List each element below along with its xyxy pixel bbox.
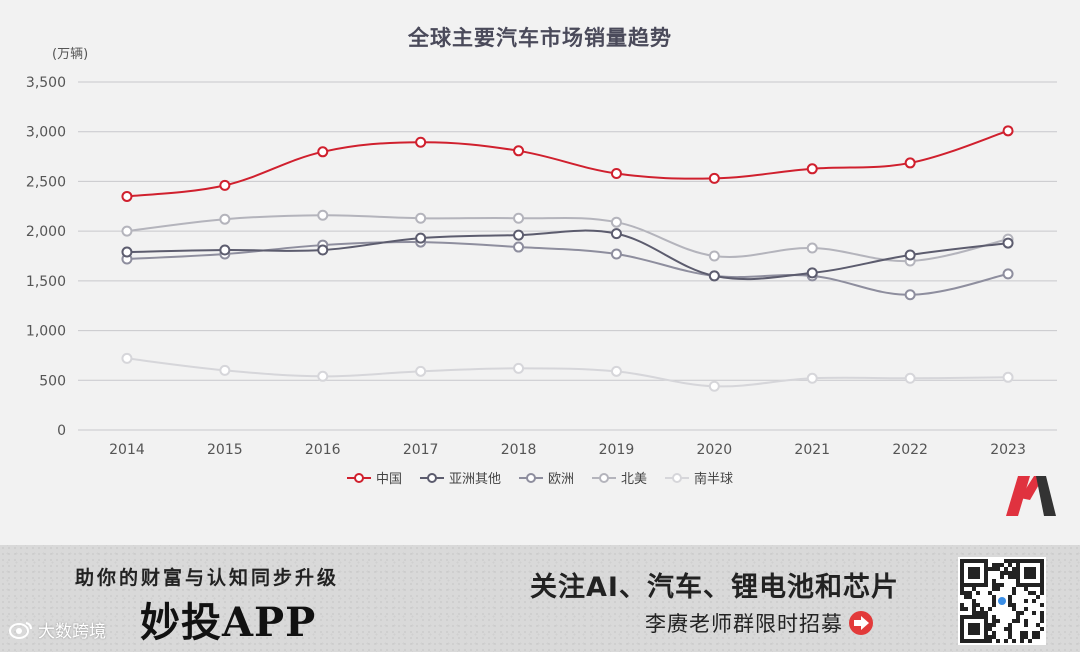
data-point-4 <box>121 352 133 364</box>
legend-label: 北美 <box>621 472 648 487</box>
legend-swatch-icon <box>665 472 690 483</box>
data-point-2 <box>1002 268 1014 280</box>
legend-label: 中国 <box>375 472 402 487</box>
y-tick-label: 3,000 <box>26 125 66 141</box>
data-point-3 <box>121 225 133 237</box>
data-point-3 <box>513 212 525 224</box>
arrow-right-circle-icon[interactable] <box>849 611 873 635</box>
promo-banner: 助你的财富与认知同步升级 妙投APP 大数跨境 关注AI、汽车、锂电池和芯片 李… <box>0 545 1080 652</box>
data-point-0 <box>513 145 525 157</box>
recruit-text: 李赓老师群限时招募 <box>645 612 843 636</box>
legend-item-3[interactable]: 北美 <box>592 468 647 487</box>
legend-item-2[interactable]: 欧洲 <box>518 468 574 487</box>
y-tick-label: 1,500 <box>26 274 66 290</box>
data-point-4 <box>904 372 916 384</box>
chart-area: 全球主要汽车市场销量趋势 (万辆) 0 500 1,000 1,500 2,000 2,5… <box>0 26 1080 516</box>
legend-label: 欧洲 <box>547 472 574 487</box>
data-point-0 <box>708 172 720 184</box>
data-point-3 <box>610 216 622 228</box>
data-point-4 <box>317 370 329 382</box>
app-name: 妙投APP <box>140 599 317 646</box>
data-point-3 <box>219 213 231 225</box>
data-point-0 <box>904 157 916 169</box>
x-tick-label: 2018 <box>501 442 537 458</box>
data-point-4 <box>1002 371 1014 383</box>
x-tick-label: 2020 <box>697 442 733 458</box>
x-tick-label: 2021 <box>794 442 830 458</box>
data-point-0 <box>121 190 133 202</box>
line-chart: 0 500 1,000 1,500 2,000 2,500 3,000 3,500 2014 20… <box>26 75 1057 458</box>
legend-swatch-icon <box>346 472 371 483</box>
data-point-1 <box>1002 237 1014 249</box>
data-point-4 <box>219 364 231 376</box>
watermark-text: 大数跨境 <box>38 622 106 642</box>
data-point-1 <box>708 270 720 282</box>
legend-item-0[interactable]: 中国 <box>346 468 402 487</box>
y-tick-label: 500 <box>39 373 66 389</box>
legend-item-4[interactable]: 南半球 <box>665 468 733 487</box>
data-point-3 <box>317 209 329 221</box>
x-tick-label: 2014 <box>109 442 145 458</box>
legend-label: 亚洲其他 <box>448 472 501 487</box>
y-tick-label: 0 <box>57 423 66 439</box>
legend-swatch-icon <box>592 472 616 483</box>
data-point-4 <box>610 365 622 377</box>
data-point-4 <box>708 380 720 392</box>
y-tick-label: 1,000 <box>26 324 66 340</box>
data-point-0 <box>415 136 427 148</box>
follow-text: 关注AI、汽车、锂电池和芯片 <box>530 572 899 603</box>
data-point-1 <box>806 267 818 279</box>
legend-swatch-icon <box>419 472 444 483</box>
x-tick-label: 2022 <box>892 442 928 458</box>
data-point-0 <box>806 163 818 175</box>
y-tick-label: 2,000 <box>26 224 66 240</box>
x-tick-label: 2017 <box>403 442 439 458</box>
series-line-2 <box>126 241 1009 296</box>
data-point-1 <box>513 229 525 241</box>
data-point-3 <box>708 250 720 262</box>
data-point-2 <box>513 241 525 253</box>
data-point-1 <box>317 244 329 256</box>
chart-legend: 中国 亚洲其他 欧洲 北美 南半球 <box>0 468 1080 487</box>
weibo-eye-icon <box>9 621 32 639</box>
banner-slogan: 助你的财富与认知同步升级 <box>75 567 340 589</box>
series-line-3 <box>126 214 1009 263</box>
series-line-0 <box>126 129 1009 198</box>
data-point-0 <box>610 167 622 179</box>
data-point-2 <box>610 248 622 260</box>
x-tick-label: 2023 <box>990 442 1026 458</box>
chart-title: 全球主要汽车市场销量趋势 <box>408 26 672 50</box>
x-tick-label: 2019 <box>599 442 635 458</box>
qr-code-icon <box>958 557 1046 645</box>
legend-swatch-icon <box>518 472 543 483</box>
data-point-4 <box>513 362 525 374</box>
data-point-3 <box>415 212 427 224</box>
series-line-4 <box>126 357 1009 388</box>
data-point-1 <box>415 232 427 244</box>
y-tick-label: 2,500 <box>26 174 66 190</box>
x-tick-label: 2015 <box>207 442 243 458</box>
legend-label: 南半球 <box>694 472 734 487</box>
data-point-4 <box>806 372 818 384</box>
data-point-0 <box>317 146 329 158</box>
series-line-1 <box>126 229 1009 281</box>
legend-item-1[interactable]: 亚洲其他 <box>419 468 501 487</box>
data-point-1 <box>121 246 133 258</box>
data-point-3 <box>806 242 818 254</box>
x-tick-label: 2016 <box>305 442 341 458</box>
data-point-4 <box>415 365 427 377</box>
data-point-1 <box>219 244 231 256</box>
watermark: 大数跨境 <box>8 617 106 642</box>
m-logo-icon <box>1006 476 1056 516</box>
data-point-0 <box>219 179 231 191</box>
y-tick-label: 3,500 <box>26 75 66 91</box>
recruit-line[interactable]: 李赓老师群限时招募 <box>645 608 873 638</box>
data-point-1 <box>904 249 916 261</box>
data-point-1 <box>610 228 622 240</box>
data-point-0 <box>1002 125 1014 137</box>
y-unit-label: (万辆) <box>52 47 89 62</box>
data-point-2 <box>904 289 916 301</box>
